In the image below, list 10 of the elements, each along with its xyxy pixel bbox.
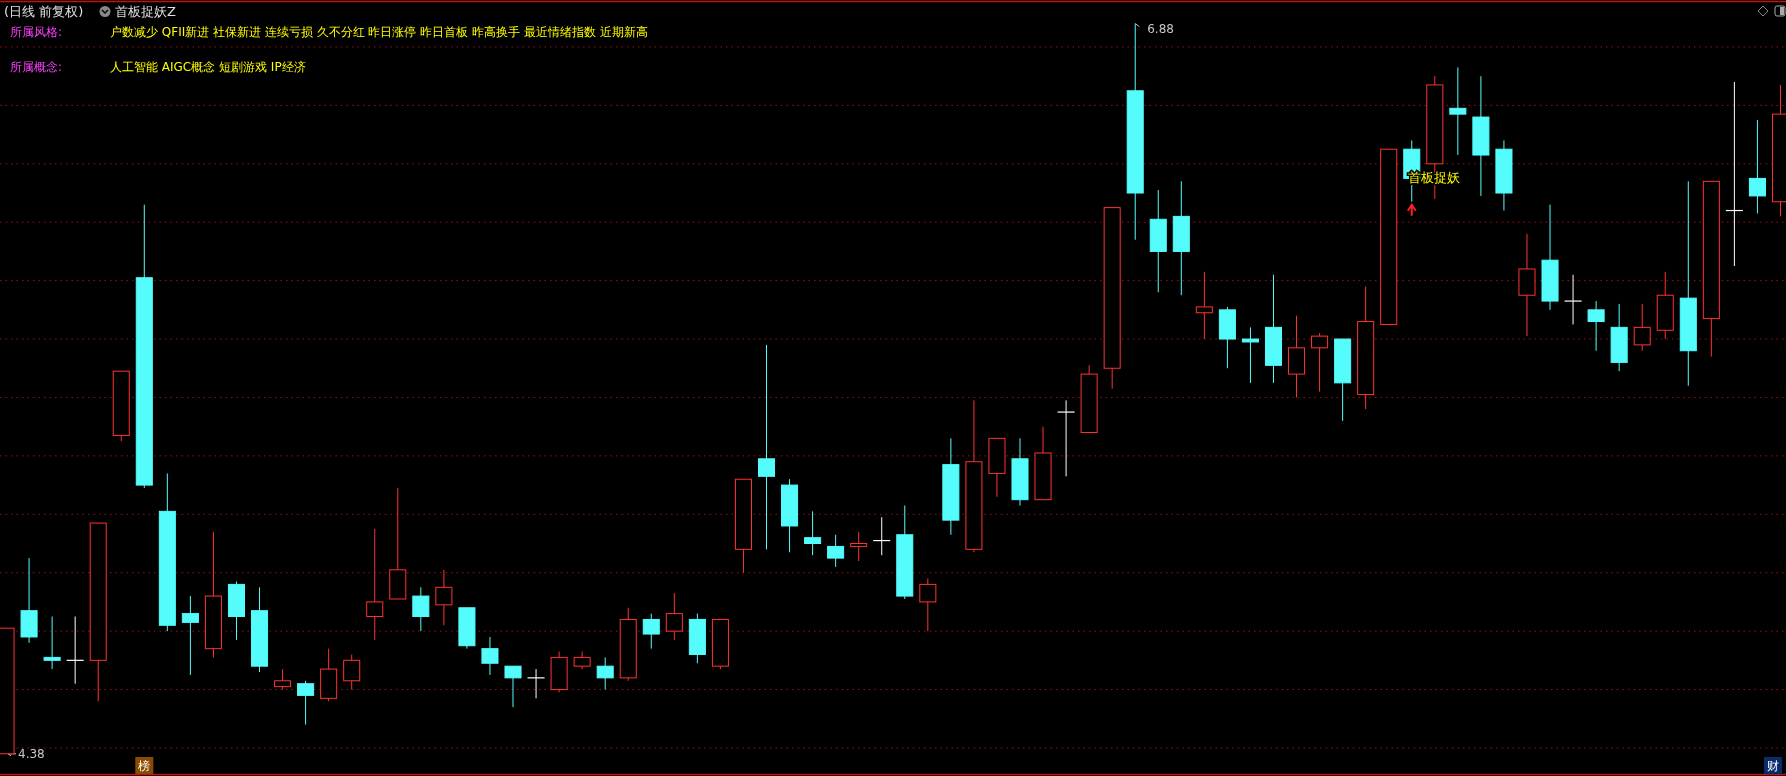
annotation: 人工智能 AIGC概念 短剧游戏 IP经济 (110, 60, 306, 74)
annotation: 户数减少 QFII新进 社保新进 连续亏损 久不分红 昨日涨停 昨日首板 昨高换手 最近情绪指数 近期新高 (110, 25, 648, 39)
chart-subtitle: 首板捉妖Z (115, 4, 176, 19)
annotation: 6.88 (1147, 21, 1174, 36)
text: 财 (1767, 759, 1779, 773)
text: 榜 (138, 759, 151, 773)
chart-title: (日线 前复权) (4, 4, 84, 19)
annotation: 所属风格: (10, 25, 63, 39)
annotation: 所属概念: (10, 60, 63, 74)
annotation: 4.38 (18, 746, 45, 761)
